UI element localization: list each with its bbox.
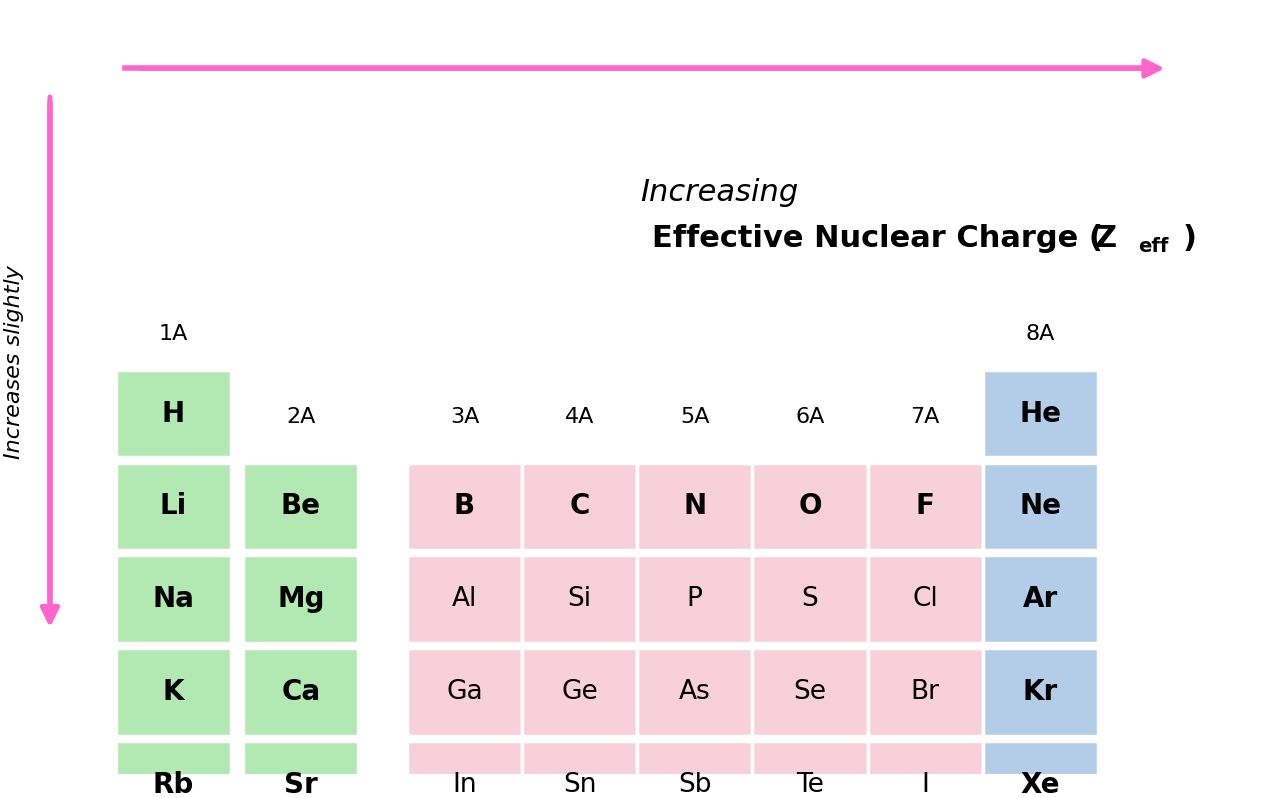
Text: O: O	[799, 492, 822, 520]
FancyBboxPatch shape	[638, 741, 753, 798]
FancyBboxPatch shape	[868, 648, 983, 736]
Text: S: S	[801, 587, 818, 612]
Text: Increasing: Increasing	[640, 178, 799, 207]
FancyBboxPatch shape	[983, 555, 1098, 643]
Text: ): )	[1182, 224, 1196, 253]
FancyBboxPatch shape	[406, 741, 521, 798]
Text: Ne: Ne	[1020, 492, 1061, 520]
Text: 5A: 5A	[680, 406, 709, 427]
FancyBboxPatch shape	[521, 555, 638, 643]
FancyBboxPatch shape	[521, 648, 638, 736]
Text: Xe: Xe	[1021, 771, 1059, 798]
FancyBboxPatch shape	[243, 741, 358, 798]
FancyBboxPatch shape	[753, 555, 868, 643]
Text: Ar: Ar	[1022, 585, 1058, 613]
FancyBboxPatch shape	[983, 369, 1098, 457]
Text: 8A: 8A	[1025, 324, 1054, 344]
FancyBboxPatch shape	[406, 463, 521, 551]
Text: Increases slightly: Increases slightly	[4, 265, 23, 459]
FancyBboxPatch shape	[983, 463, 1098, 551]
FancyBboxPatch shape	[753, 741, 868, 798]
Text: 1A: 1A	[158, 324, 188, 344]
FancyBboxPatch shape	[406, 648, 521, 736]
Text: In: In	[452, 772, 477, 798]
Text: I: I	[921, 772, 929, 798]
Text: Li: Li	[160, 492, 187, 520]
FancyBboxPatch shape	[753, 463, 868, 551]
FancyBboxPatch shape	[243, 648, 358, 736]
Text: B: B	[454, 492, 475, 520]
Text: Al: Al	[452, 587, 477, 612]
Text: Effective Nuclear Charge (: Effective Nuclear Charge (	[652, 224, 1103, 253]
FancyBboxPatch shape	[521, 741, 638, 798]
Text: As: As	[679, 679, 711, 705]
Text: Rb: Rb	[153, 771, 194, 798]
Text: Te: Te	[796, 772, 824, 798]
FancyBboxPatch shape	[983, 648, 1098, 736]
Text: Sn: Sn	[562, 772, 597, 798]
Text: Sb: Sb	[679, 772, 712, 798]
FancyBboxPatch shape	[116, 555, 231, 643]
Text: N: N	[684, 492, 707, 520]
FancyBboxPatch shape	[983, 741, 1098, 798]
Text: K: K	[162, 678, 184, 706]
Text: Kr: Kr	[1022, 678, 1058, 706]
FancyBboxPatch shape	[116, 463, 231, 551]
Text: Si: Si	[567, 587, 592, 612]
FancyBboxPatch shape	[638, 555, 753, 643]
Text: He: He	[1020, 400, 1061, 428]
FancyBboxPatch shape	[116, 648, 231, 736]
Text: Se: Se	[794, 679, 827, 705]
FancyBboxPatch shape	[521, 463, 638, 551]
Text: Cl: Cl	[912, 587, 938, 612]
Text: Ge: Ge	[561, 679, 598, 705]
Text: H: H	[162, 400, 185, 428]
Text: Mg: Mg	[277, 585, 325, 613]
FancyBboxPatch shape	[116, 741, 231, 798]
FancyBboxPatch shape	[406, 555, 521, 643]
FancyBboxPatch shape	[243, 555, 358, 643]
Text: Ca: Ca	[281, 678, 321, 706]
Text: Z: Z	[1095, 224, 1117, 253]
Text: 3A: 3A	[450, 406, 479, 427]
Text: 6A: 6A	[795, 406, 824, 427]
FancyBboxPatch shape	[868, 463, 983, 551]
FancyBboxPatch shape	[638, 463, 753, 551]
FancyBboxPatch shape	[753, 648, 868, 736]
FancyBboxPatch shape	[243, 463, 358, 551]
Text: C: C	[570, 492, 590, 520]
Text: 2A: 2A	[286, 406, 316, 427]
Text: Sr: Sr	[284, 771, 318, 798]
Text: 4A: 4A	[565, 406, 594, 427]
FancyBboxPatch shape	[116, 369, 231, 457]
Text: 7A: 7A	[910, 406, 939, 427]
FancyBboxPatch shape	[868, 741, 983, 798]
Text: P: P	[686, 587, 703, 612]
Text: Be: Be	[281, 492, 321, 520]
Text: Na: Na	[152, 585, 194, 613]
FancyBboxPatch shape	[638, 648, 753, 736]
Text: eff: eff	[1139, 237, 1169, 256]
FancyBboxPatch shape	[868, 555, 983, 643]
Text: Br: Br	[911, 679, 939, 705]
Text: Ga: Ga	[446, 679, 483, 705]
Text: F: F	[915, 492, 934, 520]
